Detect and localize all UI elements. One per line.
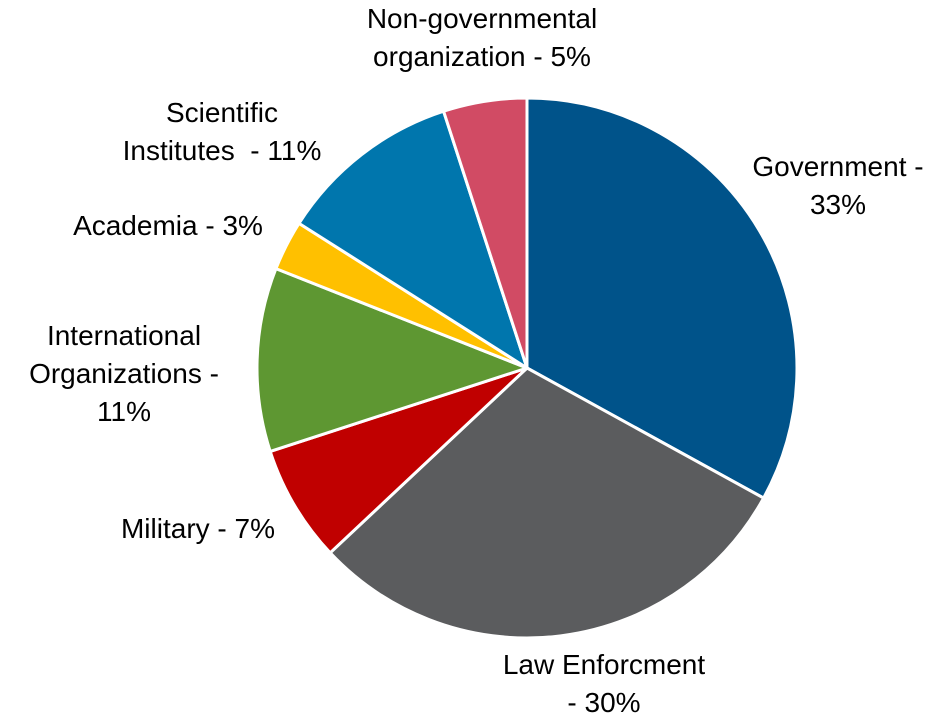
slice-label-line: Institutes - 11% <box>123 135 322 166</box>
slice-label-government: Government - 33% <box>752 151 923 220</box>
pie-slice-military <box>268 366 529 555</box>
slice-label-scientific-institutes: Scientific Institutes - 11% <box>123 97 322 166</box>
slice-label-line: International <box>47 320 201 351</box>
slice-label-line: Law Enforcment <box>503 649 706 680</box>
slice-label-military: Military - 7% <box>121 513 275 544</box>
slice-label-line: Scientific <box>166 97 278 128</box>
pie-slice-scientific-institutes <box>297 109 529 370</box>
slice-label-academia: Academia - 3% <box>73 210 263 241</box>
pie-slices <box>255 96 799 640</box>
slice-label-line: Military - 7% <box>121 513 275 544</box>
slice-label-line: 11% <box>97 396 151 427</box>
slice-label-line: Organizations - <box>29 358 219 389</box>
pie-slice-law-enforcment <box>328 366 766 640</box>
pie-slice-non-governmental-organization <box>442 96 529 370</box>
slice-label-non-governmental-organization: Non-governmental organization - 5% <box>367 3 597 72</box>
slice-label-line: Government - <box>752 151 923 182</box>
slice-label-international-organizations: International Organizations - 11% <box>29 320 219 427</box>
slice-label-line: organization - 5% <box>373 41 591 72</box>
slice-label-line: Academia - 3% <box>73 210 263 241</box>
slice-label-line: Non-governmental <box>367 3 597 34</box>
pie-slice-government <box>525 96 799 500</box>
slice-label-line: - 30% <box>567 687 640 718</box>
pie-labels: Government - 33% Law Enforcment - 30% Milita… <box>29 3 924 718</box>
slice-label-line: 33% <box>810 189 866 220</box>
pie-slice-international-organizations <box>255 267 529 453</box>
slice-label-law-enforcment: Law Enforcment - 30% <box>503 649 706 718</box>
